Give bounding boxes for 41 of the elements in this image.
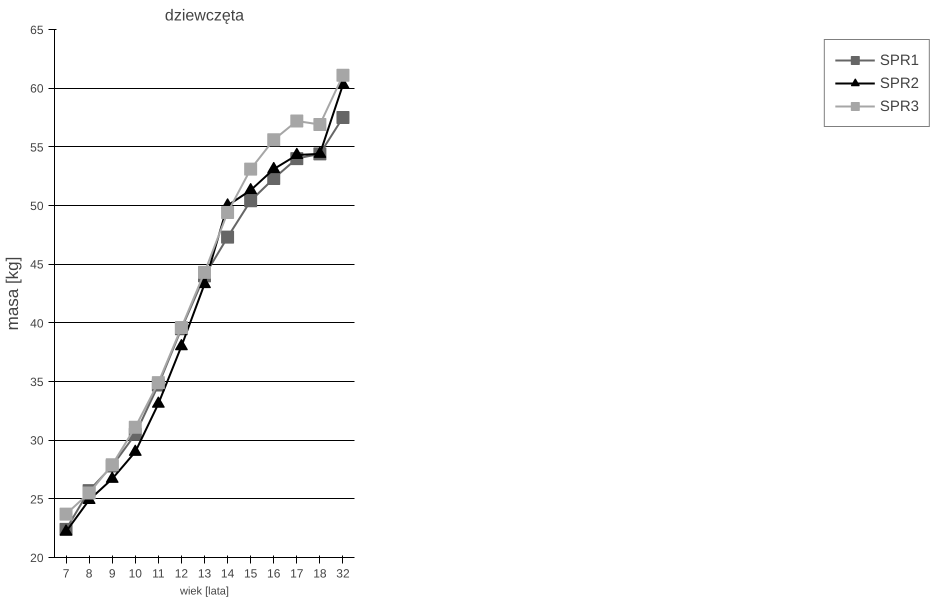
x-tick-label: 13: [198, 566, 212, 580]
point: [221, 230, 234, 244]
x-tick-label: 15: [244, 566, 258, 580]
point: [244, 162, 258, 176]
x-tick-label: 18: [313, 566, 327, 580]
y-tick-label: 55: [30, 140, 44, 154]
y-tick-label: 35: [30, 375, 44, 389]
point: [60, 508, 73, 521]
point: [290, 114, 304, 128]
point: [128, 420, 142, 434]
x-tick-label: 32: [336, 566, 350, 580]
y-tick-label: 20: [30, 551, 44, 565]
point: [244, 194, 258, 208]
legend-label: SPR3: [880, 98, 919, 114]
y-axis-title: masa [kg]: [3, 256, 22, 330]
x-tick-label: 8: [86, 566, 93, 580]
x-tick-label: 12: [174, 566, 188, 580]
point: [336, 68, 350, 82]
y-tick-label: 25: [30, 492, 44, 506]
legend-label: SPR1: [880, 52, 919, 68]
chart-title: dziewczęta: [164, 8, 244, 24]
x-tick-label: 17: [290, 566, 304, 580]
x-tick-label: 9: [108, 566, 116, 580]
y-tick-label: 60: [30, 82, 44, 96]
point: [221, 206, 234, 220]
x-tick-label: 16: [267, 566, 281, 580]
x-tick-label: 14: [220, 566, 235, 580]
y-tick-label: 40: [30, 316, 44, 330]
x-tick-label: 10: [128, 566, 142, 580]
y-tick-label: 30: [30, 434, 44, 448]
point: [313, 118, 326, 132]
y-tick-label: 65: [30, 23, 44, 37]
point: [152, 376, 165, 390]
x-tick-label: 7: [62, 566, 70, 580]
point: [267, 133, 280, 146]
x-tick-label: 11: [152, 566, 165, 580]
point: [336, 111, 350, 124]
legend-label: SPR2: [880, 74, 919, 92]
x-axis-title: wiek [lata]: [179, 586, 229, 598]
y-tick-label: 50: [30, 199, 44, 213]
y-tick-label: 45: [30, 258, 44, 272]
